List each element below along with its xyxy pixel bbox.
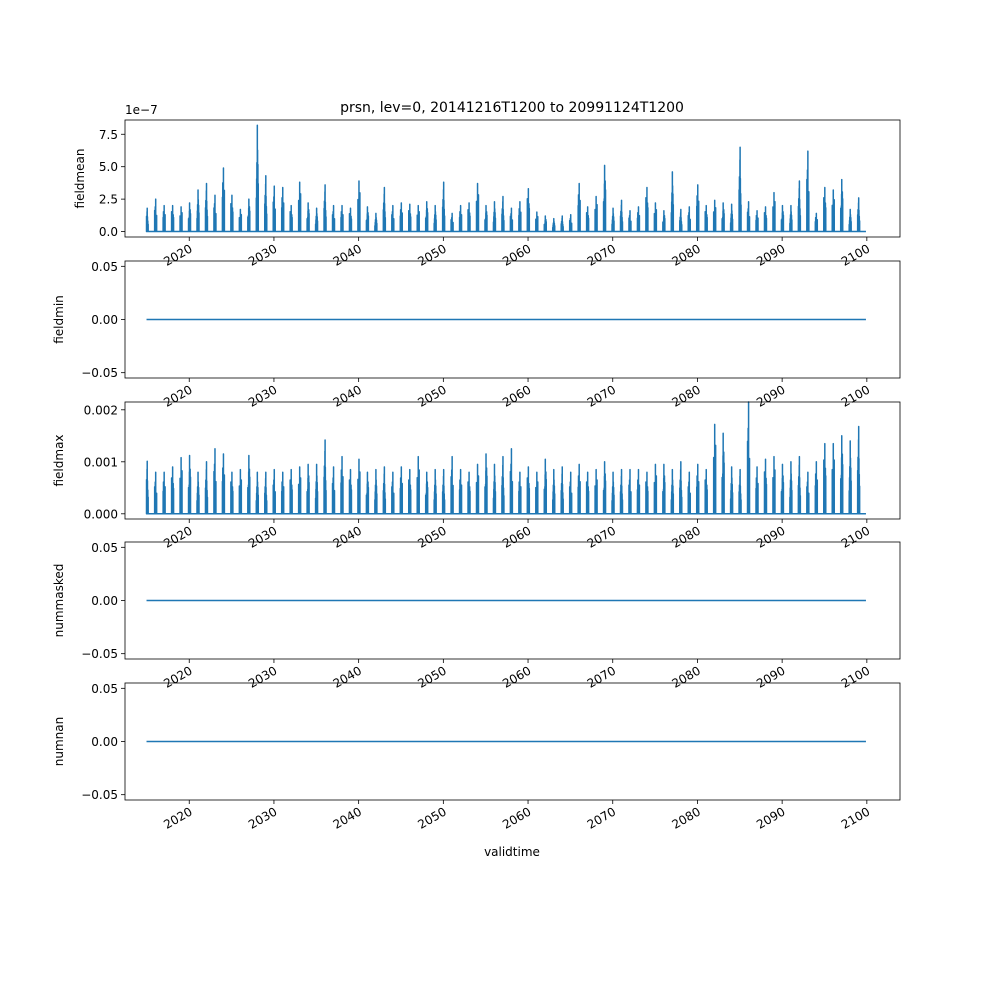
fieldmean-y-tick-label: 2.5 [99, 193, 118, 207]
numnan-y-axis-label: numnan [52, 717, 66, 766]
fieldmin-y-axis-label: fieldmin [52, 295, 66, 344]
fieldmax-y-tick-label: 0.000 [84, 507, 118, 521]
fieldmax-y-axis-label: fieldmax [52, 434, 66, 486]
nummasked-y-tick-label: 0.05 [91, 541, 118, 555]
fieldmin-y-tick-label: 0.00 [91, 313, 118, 327]
numnan-y-tick-label: −0.05 [81, 788, 118, 802]
fieldmean-y-tick-label: 7.5 [99, 128, 118, 142]
fieldmean-offset-text: 1e−7 [125, 103, 158, 117]
fieldmin-y-tick-label: 0.05 [91, 260, 118, 274]
fieldmax-series-line [145, 401, 866, 515]
fieldmin-y-tick-label: −0.05 [81, 366, 118, 380]
fieldmean-axes-frame [124, 119, 901, 238]
fieldmean-y-axis-label: fieldmean [73, 149, 87, 209]
fieldmean-y-tick-label: 5.0 [99, 160, 118, 174]
x-axis-label: validtime [484, 845, 540, 859]
fieldmax-axes-frame [124, 401, 901, 520]
numnan-y-tick-label: 0.00 [91, 735, 118, 749]
numnan-y-tick-label: 0.05 [91, 682, 118, 696]
nummasked-y-axis-label: nummasked [52, 564, 66, 638]
chart-title: prsn, lev=0, 20141216T1200 to 20991124T1… [340, 100, 684, 116]
fieldmean-series-line [145, 124, 866, 233]
nummasked-y-tick-label: 0.00 [91, 594, 118, 608]
nummasked-y-tick-label: −0.05 [81, 647, 118, 661]
fieldmax-y-tick-label: 0.001 [84, 455, 118, 469]
fieldmean-y-tick-label: 0.0 [99, 225, 118, 239]
fieldmax-y-tick-label: 0.002 [84, 403, 118, 417]
